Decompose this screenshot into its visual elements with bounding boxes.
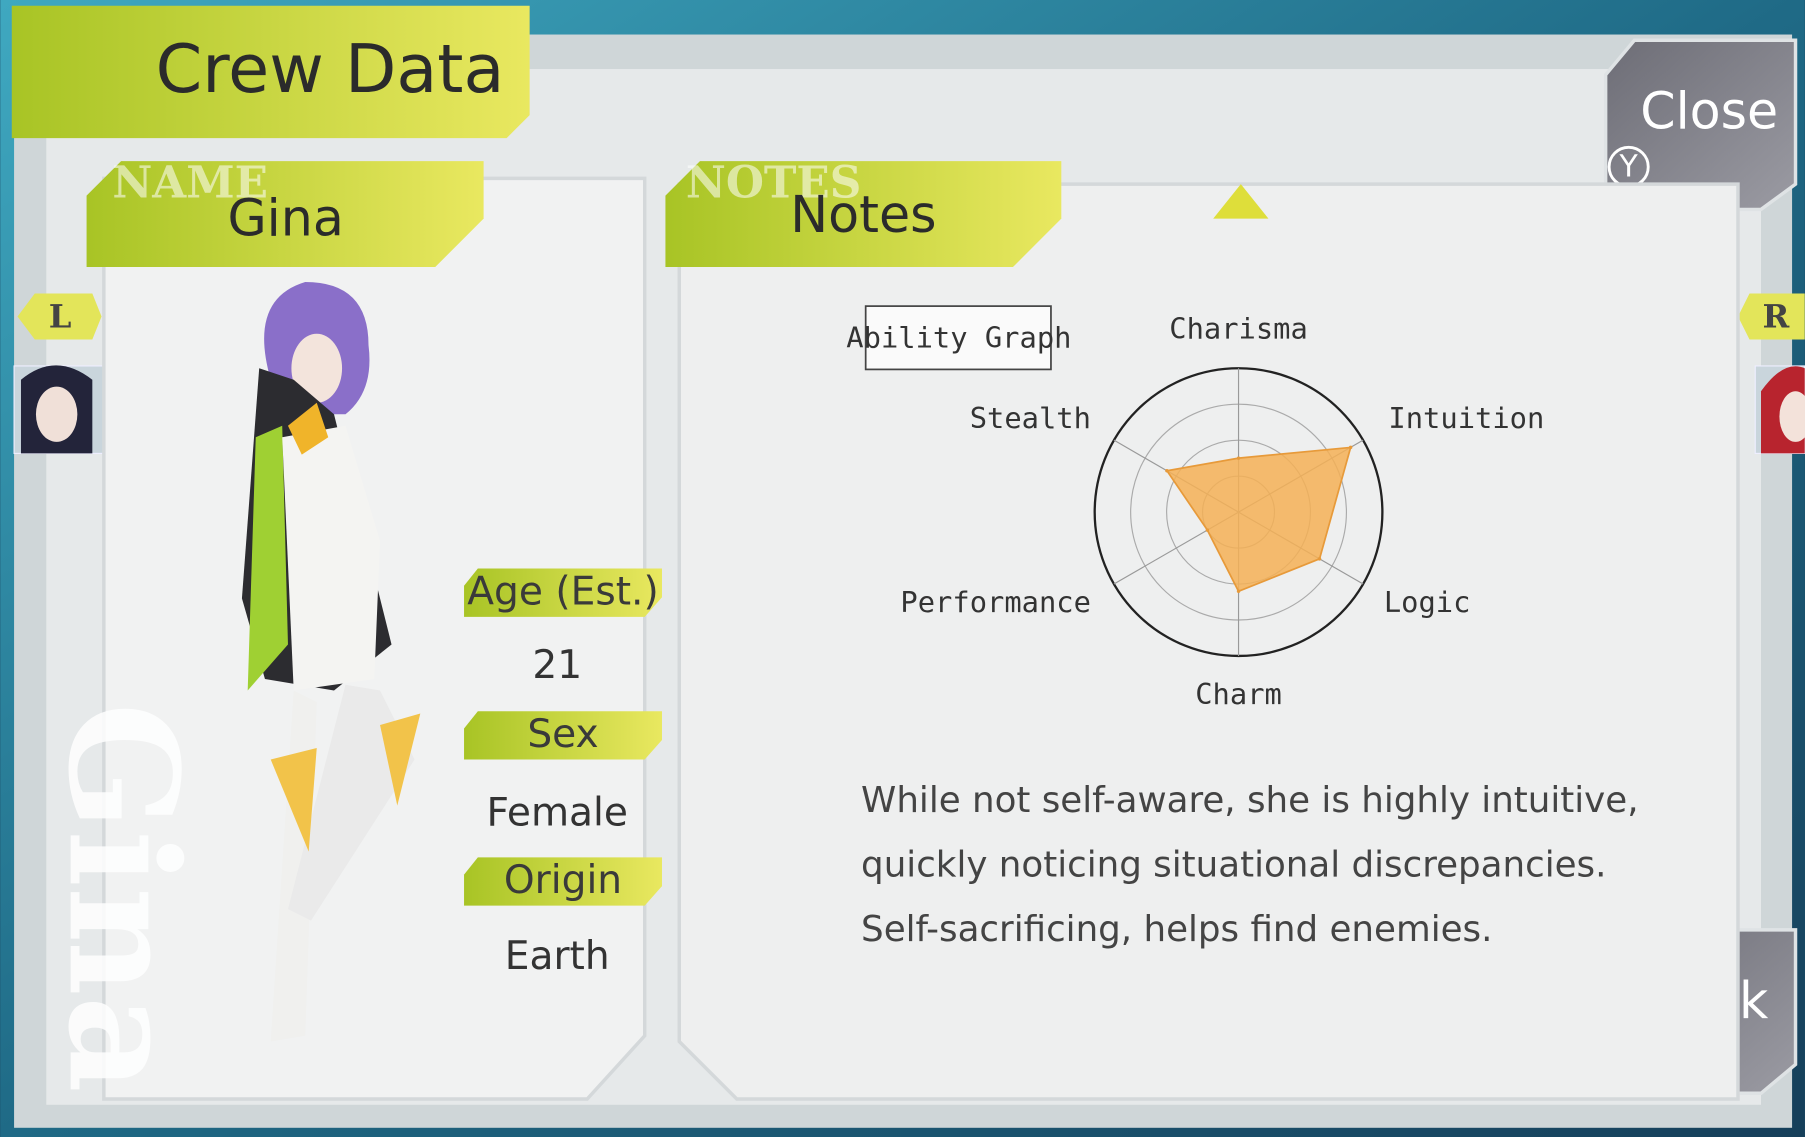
radar-axis-label: Charm	[1195, 677, 1282, 711]
field-label: Origin	[504, 858, 622, 903]
notes-line: quickly noticing situational discrepanci…	[861, 845, 1606, 886]
name: Gina	[227, 189, 343, 248]
close-label[interactable]: Close	[1640, 82, 1778, 141]
field-label: Sex	[527, 712, 598, 757]
portrait-face	[36, 387, 77, 442]
radar-vertex	[1206, 528, 1209, 531]
radar-vertex	[1165, 469, 1168, 472]
notes-line: Self-sacrificing, helps find enemies.	[861, 909, 1492, 950]
radar-axis-label: Stealth	[970, 401, 1091, 435]
radar-axis-label: Intuition	[1388, 401, 1544, 435]
header-title: Crew Data	[156, 30, 505, 108]
radar-vertex	[1237, 456, 1240, 459]
radar-axis-label: Charisma	[1169, 311, 1308, 345]
game-screen: Crew Data Close Y Back B L R NAME Gina G…	[0, 0, 1805, 1137]
field-value: Earth	[505, 934, 610, 979]
radar-axis-label: Logic	[1384, 585, 1471, 619]
field-value: Female	[487, 790, 628, 835]
name-watermark: Gina	[35, 702, 210, 1092]
radar-vertex	[1237, 590, 1240, 593]
radar-vertex	[1349, 446, 1352, 449]
graph-title: Ability Graph	[846, 320, 1071, 354]
notes-line: While not self-aware, she is highly intu…	[861, 780, 1638, 821]
radar-axis-label: Performance	[900, 585, 1091, 619]
field-value: 21	[532, 643, 582, 688]
notes-title: Notes	[790, 185, 936, 244]
page: { "header": {"title": "Crew Data"}, "but…	[0, 0, 1805, 1137]
next-key[interactable]: R	[1763, 297, 1790, 335]
prev-key[interactable]: L	[49, 297, 72, 335]
radar-vertex	[1318, 557, 1321, 560]
field-label: Age (Est.)	[467, 569, 658, 614]
close-key: Y	[1619, 150, 1639, 185]
